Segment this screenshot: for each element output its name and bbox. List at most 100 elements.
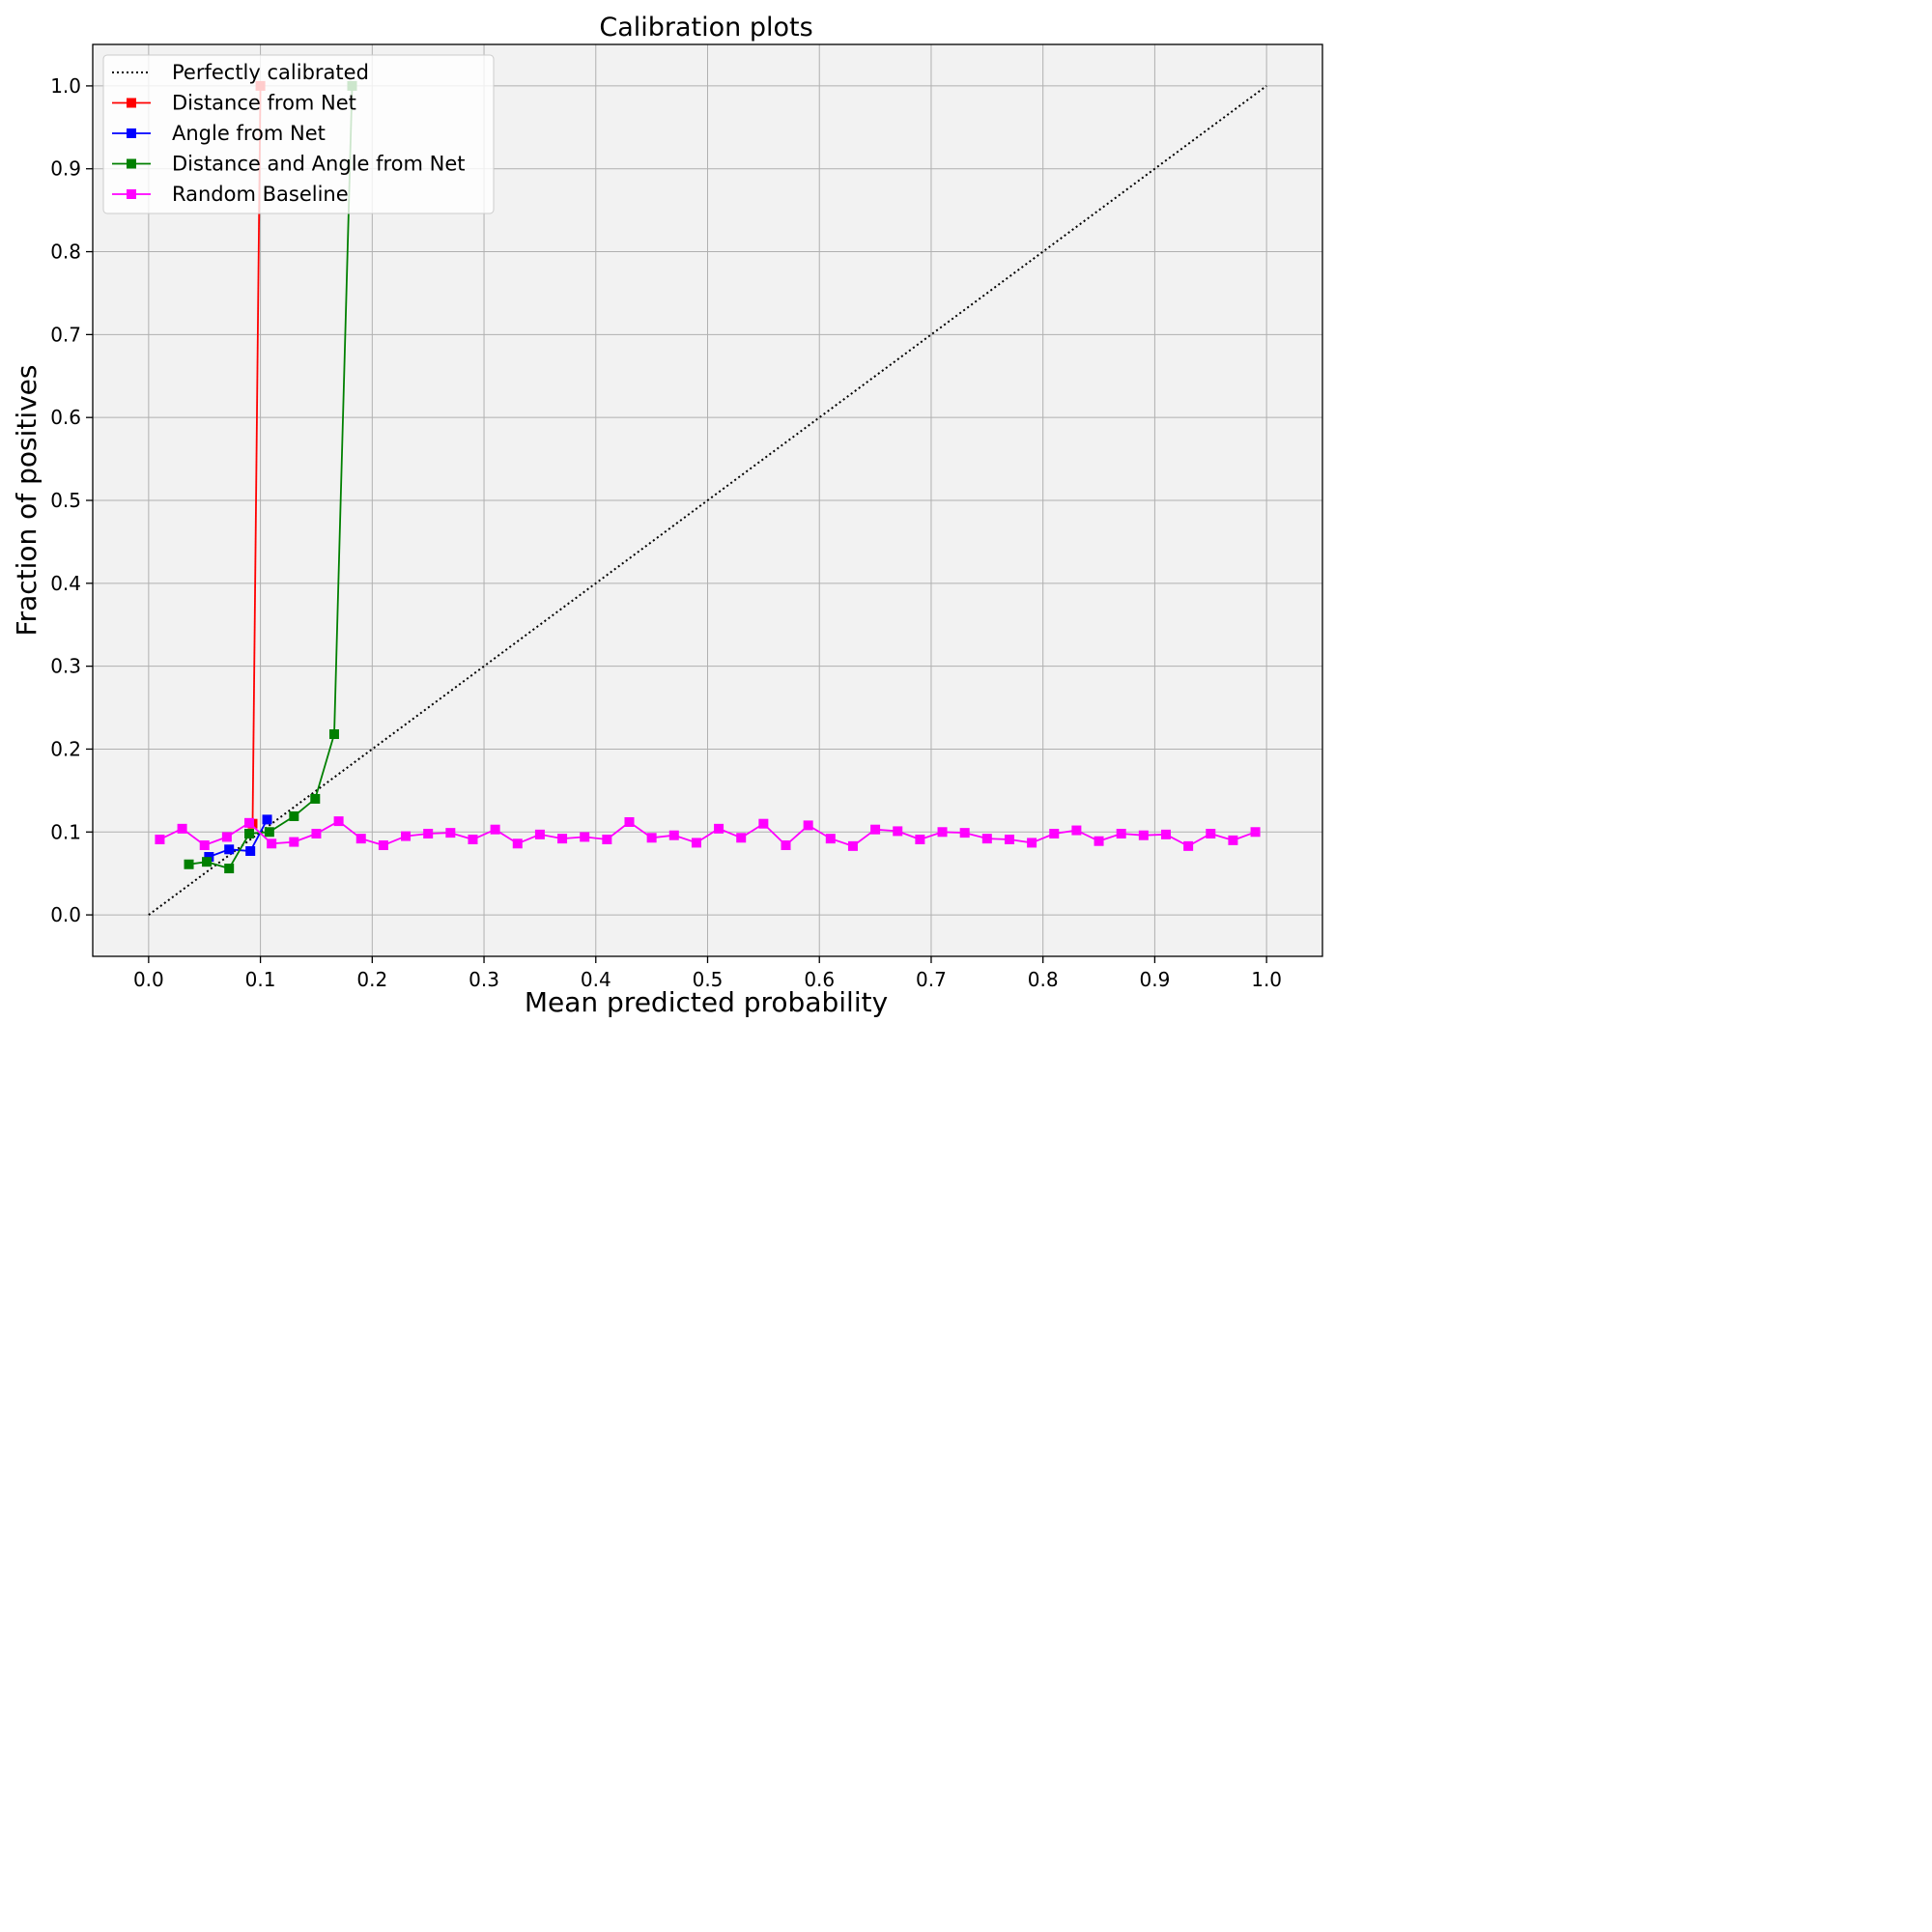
legend-entry-random-baseline: Random Baseline <box>112 183 349 206</box>
data-point <box>224 864 235 874</box>
grid <box>93 44 1322 956</box>
y-axis-label: Fraction of positives <box>11 365 43 637</box>
data-point <box>714 823 724 834</box>
data-point <box>1206 828 1216 838</box>
x-tick-label: 0.2 <box>356 968 387 991</box>
x-tick-label: 0.8 <box>1028 968 1059 991</box>
data-point <box>264 827 274 838</box>
y-tick-label: 0.2 <box>50 737 81 760</box>
legend-label: Perfectly calibrated <box>172 61 369 84</box>
data-point <box>177 823 187 834</box>
data-point <box>668 830 679 840</box>
chart-title: Calibration plots <box>599 13 812 43</box>
data-point <box>199 840 210 851</box>
y-tick-label: 0.7 <box>50 323 81 346</box>
data-point <box>847 840 858 851</box>
data-point <box>1183 840 1194 851</box>
legend-swatch-marker <box>127 128 136 138</box>
data-point <box>333 816 344 827</box>
data-point <box>184 859 194 869</box>
x-tick-label: 0.6 <box>804 968 835 991</box>
data-point <box>155 834 165 844</box>
data-point <box>328 729 339 740</box>
data-point <box>468 834 478 844</box>
data-point <box>937 827 948 838</box>
legend-entry-distance-and-angle-from-net: Distance and Angle from Net <box>112 153 466 176</box>
y-tick-label: 0.1 <box>50 820 81 843</box>
legend-swatch-marker <box>127 98 136 108</box>
data-point <box>981 834 992 844</box>
legend-entry-angle-from-net: Angle from Net <box>112 122 326 145</box>
legend-label: Angle from Net <box>172 122 326 145</box>
data-point <box>262 814 272 825</box>
legend-label: Distance from Net <box>172 92 356 115</box>
data-point <box>758 818 769 829</box>
x-tick-label: 1.0 <box>1251 968 1282 991</box>
y-tick-label: 0.0 <box>50 903 81 926</box>
data-point <box>224 844 235 855</box>
data-point <box>1250 827 1261 838</box>
x-tick-label: 0.4 <box>581 968 611 991</box>
data-point <box>1071 825 1082 836</box>
legend: Perfectly calibrated Distance from Net Ang… <box>102 54 495 214</box>
legend-swatch-marker <box>127 158 136 169</box>
x-tick-label: 0.5 <box>693 968 724 991</box>
y-tick-label: 1.0 <box>50 74 81 98</box>
series-layer <box>148 80 1267 916</box>
data-point <box>401 831 412 841</box>
data-point <box>355 834 366 844</box>
data-point <box>310 793 321 804</box>
data-point <box>289 810 299 821</box>
data-point <box>959 828 970 838</box>
data-point <box>870 824 881 835</box>
ticks: 0.0 0.1 0.2 0.3 0.4 0.5 0.6 0.7 0.8 0.9 1.0 0.0 0.1 0… <box>50 74 1282 991</box>
data-point <box>691 838 701 848</box>
data-point <box>781 840 791 851</box>
data-point <box>602 834 612 844</box>
legend-label: Random Baseline <box>172 183 349 206</box>
data-point <box>378 840 388 851</box>
data-point <box>580 832 590 842</box>
data-point <box>245 846 256 857</box>
data-point <box>204 852 214 863</box>
data-point <box>267 838 277 849</box>
data-point <box>1004 834 1014 844</box>
data-point <box>423 828 434 838</box>
data-point <box>1228 835 1238 845</box>
x-tick-label: 0.9 <box>1140 968 1171 991</box>
legend-box <box>102 54 495 214</box>
data-point <box>244 817 255 828</box>
x-axis-label: Mean predicted probability <box>525 986 888 1018</box>
data-point <box>893 826 903 837</box>
series-random-baseline <box>155 816 1261 851</box>
legend-entry-distance-from-net: Distance from Net <box>112 92 356 115</box>
data-point <box>1116 828 1126 838</box>
y-tick-label: 0.9 <box>50 157 81 181</box>
data-point <box>289 837 299 847</box>
data-point <box>512 838 523 849</box>
data-point <box>534 829 545 839</box>
data-point <box>825 834 836 844</box>
legend-swatch-marker <box>127 189 136 199</box>
series-line-perfectly-calibrated <box>148 85 1267 916</box>
legend-label: Distance and Angle from Net <box>172 153 466 176</box>
series-perfectly-calibrated <box>148 85 1267 916</box>
data-point <box>244 828 255 838</box>
data-point <box>1027 838 1037 848</box>
data-point <box>311 828 322 838</box>
data-point <box>624 816 635 827</box>
x-tick-label: 0.1 <box>245 968 276 991</box>
data-point <box>1094 836 1104 846</box>
x-tick-label: 0.0 <box>133 968 164 991</box>
data-point <box>445 828 456 838</box>
data-point <box>490 824 500 835</box>
data-point <box>1160 829 1171 839</box>
x-tick-label: 0.7 <box>916 968 947 991</box>
data-point <box>736 833 747 843</box>
data-point <box>1049 828 1060 838</box>
data-point <box>646 833 657 843</box>
data-point <box>557 834 568 844</box>
y-tick-label: 0.4 <box>50 572 81 595</box>
data-point <box>221 832 232 842</box>
